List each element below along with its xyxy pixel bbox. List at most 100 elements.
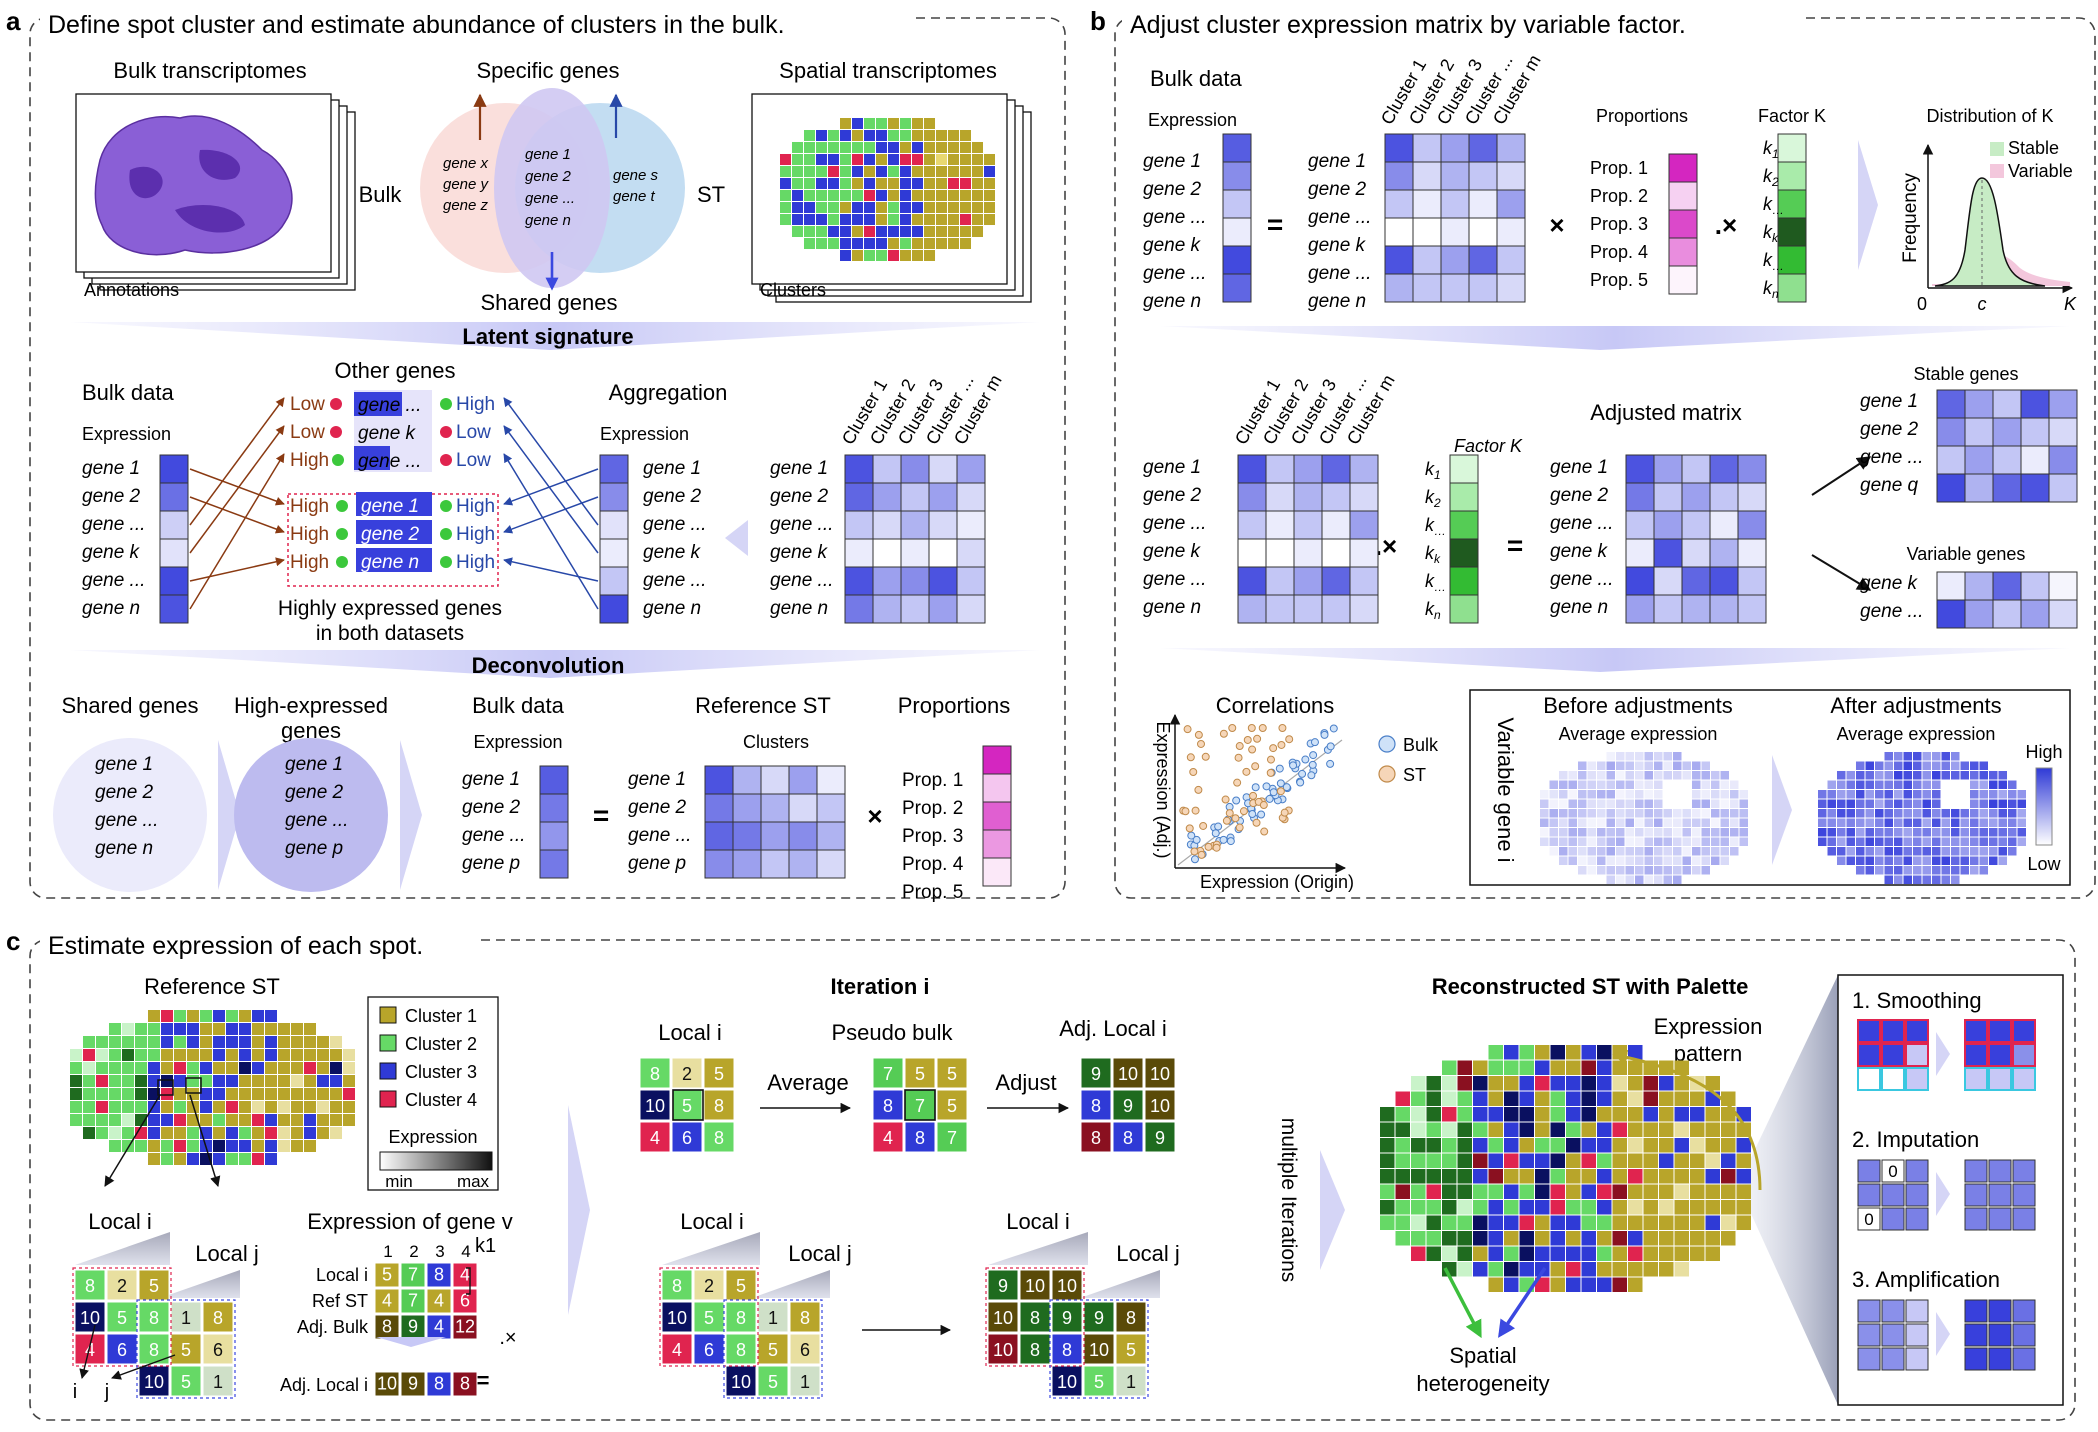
reconstructed-spot: [1721, 1200, 1736, 1215]
ref-st-spot: [109, 1114, 121, 1126]
local-block-cell: [202, 1301, 234, 1333]
reconstructed-label: Reconstructed ST with Palette: [1432, 974, 1749, 999]
matrix-cell: [1293, 538, 1323, 568]
b-matrix-gene-row: gene n: [1308, 291, 1366, 312]
tissue-spot: [1616, 790, 1625, 799]
st-spot: [912, 190, 923, 201]
frequency-label: Frequency: [1900, 173, 1921, 263]
st-spot: [780, 178, 791, 189]
ref-st-spot: [278, 1062, 290, 1074]
st-spot: [876, 214, 887, 225]
ref-st-spot: [96, 1088, 108, 1100]
st-spot: [864, 202, 875, 213]
ref-gene-row: gene 2: [628, 797, 687, 818]
grid-value: 7: [408, 1291, 418, 1311]
matrix-cell: [1681, 482, 1711, 512]
reconstructed-spot: [1566, 1153, 1581, 1168]
tissue-spot: [1663, 847, 1672, 856]
tissue-spot: [1998, 837, 2007, 846]
avg-expr-after: Average expression: [1837, 724, 1996, 744]
tissue-spot: [1616, 761, 1625, 770]
matrix-cell: [1992, 445, 2022, 475]
reconstructed-spot: [1736, 1138, 1751, 1153]
st-point: [1231, 814, 1240, 823]
imputation-after-cell: [2012, 1183, 2036, 1207]
bulk-data-label-a3: Bulk data: [472, 693, 564, 718]
reconstructed-spot: [1488, 1153, 1503, 1168]
tissue-spot: [1884, 866, 1893, 875]
matrix-cell: [760, 821, 790, 851]
grid-value: 10: [1150, 1096, 1170, 1116]
tissue-spot: [1837, 856, 1846, 865]
ref-st-spot: [291, 1127, 303, 1139]
reconstructed-spot: [1628, 1138, 1643, 1153]
matrix-cell: [159, 454, 189, 484]
grid-value: 10: [1089, 1340, 1109, 1360]
highly-expressed-line2: in both datasets: [316, 622, 464, 645]
tissue-spot: [1730, 828, 1739, 837]
st-spot: [900, 226, 911, 237]
tissue-spot: [1884, 761, 1893, 770]
tissue-spot: [1827, 809, 1836, 818]
reconstructed-spot: [1674, 1138, 1689, 1153]
tissue-spot: [1692, 761, 1701, 770]
tissue-spot: [1913, 818, 1922, 827]
tissue-spot: [1711, 799, 1720, 808]
check-icon: [332, 454, 344, 466]
matrix-cell: [539, 793, 569, 823]
reconstructed-spot: [1442, 1122, 1457, 1137]
tissue-spot: [1673, 866, 1682, 875]
matrix-cell: [1412, 217, 1442, 247]
tissue-spot: [1998, 818, 2007, 827]
tissue-spot: [1606, 828, 1615, 837]
tissue-spot: [1682, 856, 1691, 865]
st-spot: [888, 118, 899, 129]
ref-st-spot: [304, 1101, 316, 1113]
grid-value: 8: [434, 1374, 444, 1394]
reconstructed-spot: [1674, 1184, 1689, 1199]
local-block-cell: [789, 1333, 821, 1365]
tissue-spot: [1837, 799, 1846, 808]
tissue-spot: [1730, 799, 1739, 808]
reconstructed-spot: [1612, 1169, 1627, 1184]
st-spot: [840, 250, 851, 261]
tissue-spot: [2008, 818, 2017, 827]
amplification-label: 3. Amplification: [1852, 1267, 2000, 1292]
st-spot: [888, 238, 899, 249]
bulk-gene-row: gene ...: [82, 514, 145, 535]
tissue-spot: [1606, 837, 1615, 846]
reconstructed-spot: [1612, 1076, 1627, 1091]
tissue-spot: [1559, 856, 1568, 865]
ref-st-spot: [122, 1088, 134, 1100]
legend-variable: Variable: [2008, 161, 2073, 181]
reconstructed-spot: [1457, 1262, 1472, 1277]
local-i-label: Local i: [88, 1209, 152, 1234]
st-spot: [828, 154, 839, 165]
smoothing-before-cell: [1857, 1019, 1881, 1043]
tissue-spot: [1884, 780, 1893, 789]
variable-gene-box: [1469, 689, 2071, 886]
tissue-spot: [1730, 780, 1739, 789]
tissue-spot: [2017, 809, 2026, 818]
matrix-cell: [1653, 594, 1683, 624]
chevron-icon: [568, 1105, 590, 1315]
st-point: [1243, 735, 1252, 744]
st-spot: [948, 202, 959, 213]
reconstructed-spot: [1612, 1231, 1627, 1246]
matrix-gene-row: gene 2: [770, 486, 829, 507]
tissue-spot: [1635, 799, 1644, 808]
grid-value: 5: [181, 1372, 191, 1392]
matrix-cell: [844, 454, 874, 484]
reconstructed-spot: [1581, 1184, 1596, 1199]
ref-st-spot: [252, 1036, 264, 1048]
tissue-spot: [1960, 866, 1969, 875]
tissue-spot: [1644, 818, 1653, 827]
amplification-after-cell: [1988, 1323, 2012, 1347]
ref-gene-row: gene ...: [628, 825, 691, 846]
ref-st-spot: [252, 1049, 264, 1061]
reconstructed-spot: [1504, 1138, 1519, 1153]
matrix-cell: [844, 538, 874, 568]
grid-value: 8: [1126, 1308, 1136, 1328]
st-spot: [864, 238, 875, 249]
st-spot: [960, 178, 971, 189]
